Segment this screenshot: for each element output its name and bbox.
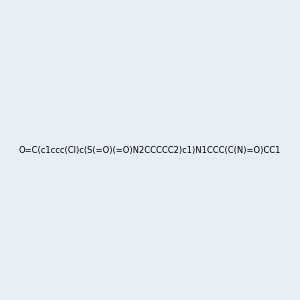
Text: O=C(c1ccc(Cl)c(S(=O)(=O)N2CCCCC2)c1)N1CCC(C(N)=O)CC1: O=C(c1ccc(Cl)c(S(=O)(=O)N2CCCCC2)c1)N1CC… — [19, 146, 281, 154]
